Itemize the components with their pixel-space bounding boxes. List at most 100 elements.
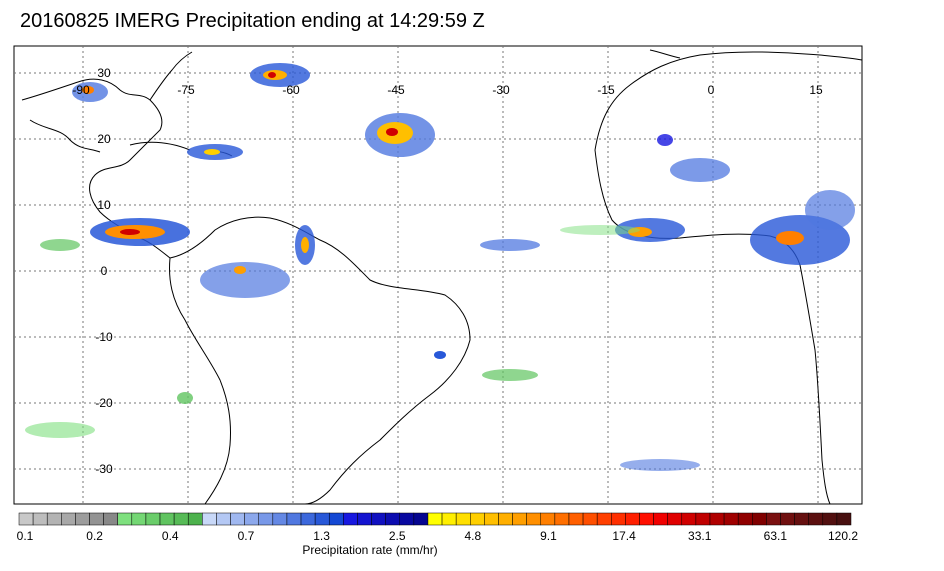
longitude-tick-label: 0 xyxy=(708,83,715,97)
colorbar-cell xyxy=(568,512,584,526)
colorbar-cell xyxy=(75,512,90,526)
colorbar-title: Precipitation rate (mm/hr) xyxy=(302,543,438,557)
colorbar-cell xyxy=(709,512,725,526)
latitude-tick-label: -10 xyxy=(95,330,113,344)
colorbar-cell xyxy=(131,512,147,526)
coastline-south-america-west xyxy=(169,257,231,505)
colorbar-cell xyxy=(794,512,809,526)
colorbar-cell xyxy=(808,512,824,526)
colorbar-cell xyxy=(216,512,231,526)
colorbar-cell xyxy=(470,512,485,526)
colorbar-tick-label: 0.4 xyxy=(161,529,179,543)
colorbar-cell xyxy=(822,512,838,526)
colorbar-cell xyxy=(611,512,626,526)
longitude-tick-label: -75 xyxy=(177,83,195,97)
colorbar-cell xyxy=(314,512,330,526)
coastline-iberia xyxy=(649,49,681,59)
colorbar-cell xyxy=(385,512,400,526)
colorbar-cell xyxy=(371,512,386,526)
colorbar-cell xyxy=(723,512,739,526)
colorbar-cell xyxy=(343,512,358,526)
longitude-tick-label: -60 xyxy=(282,83,300,97)
colorbar-cell xyxy=(836,512,852,526)
colorbar-cell xyxy=(244,512,259,526)
colorbar-tick-label: 9.1 xyxy=(540,529,557,543)
colorbar-cell xyxy=(399,512,415,526)
longitude-tick-label: -45 xyxy=(387,83,405,97)
colorbar-cell xyxy=(89,512,104,526)
colorbar-cell xyxy=(286,512,302,526)
colorbar-cell xyxy=(61,512,76,526)
latitude-tick-label: 0 xyxy=(101,264,108,278)
colorbar-cell xyxy=(413,512,429,526)
page-title: 20160825 IMERG Precipitation ending at 1… xyxy=(20,10,485,32)
colorbar-cell xyxy=(554,512,570,526)
colorbar-cell xyxy=(145,512,161,526)
colorbar-cell xyxy=(427,512,443,526)
colorbar-cell xyxy=(737,512,753,526)
latitude-tick-label: -30 xyxy=(95,462,113,476)
colorbar-cell xyxy=(780,512,795,526)
colorbar-cell xyxy=(32,512,48,526)
colorbar-cell xyxy=(202,512,217,526)
coastline-cuba xyxy=(129,141,191,151)
colorbar-tick-label: 1.3 xyxy=(313,529,330,543)
coastline-south-america xyxy=(169,216,471,505)
colorbar-cell xyxy=(512,512,527,526)
colorbar-cell xyxy=(498,512,513,526)
colorbar-cell xyxy=(230,512,245,526)
colorbar-tick-label: 17.4 xyxy=(612,529,636,543)
colorbar-cell xyxy=(18,512,34,526)
colorbar-cell xyxy=(540,512,556,526)
colorbar xyxy=(18,512,852,526)
colorbar-cell xyxy=(300,512,316,526)
colorbar-cell xyxy=(667,512,683,526)
precipitation-field xyxy=(25,63,855,471)
colorbar-cell xyxy=(258,512,274,526)
colorbar-cell xyxy=(441,512,457,526)
colorbar-cell xyxy=(159,512,175,526)
longitude-tick-label: -15 xyxy=(597,83,615,97)
colorbar-cell xyxy=(173,512,189,526)
colorbar-cell xyxy=(695,512,711,526)
colorbar-cell xyxy=(272,512,288,526)
colorbar-tick-label: 0.1 xyxy=(16,529,34,543)
colorbar-tick-label: 33.1 xyxy=(688,529,712,543)
longitude-tick-label: -90 xyxy=(72,83,90,97)
colorbar-tick-label: 2.5 xyxy=(388,529,406,543)
colorbar-cell xyxy=(766,512,781,526)
latitude-tick-label: -20 xyxy=(95,396,113,410)
colorbar-tick-label: 0.7 xyxy=(237,529,255,543)
colorbar-cell xyxy=(455,512,471,526)
latitude-tick-label: 30 xyxy=(97,66,111,80)
colorbar-cell xyxy=(625,512,640,526)
colorbar-cell xyxy=(681,512,697,526)
coastline-florida xyxy=(149,51,193,101)
latitude-labels: 30 20 10 0 -10 -20 -30 xyxy=(95,66,113,476)
colorbar-cell xyxy=(46,512,62,526)
colorbar-cell xyxy=(526,512,542,526)
colorbar-cells xyxy=(18,512,852,526)
longitude-tick-label: -30 xyxy=(492,83,510,97)
colorbar-tick-label: 0.2 xyxy=(86,529,103,543)
colorbar-tick-label: 120.2 xyxy=(827,529,859,543)
coastline-africa xyxy=(594,51,863,151)
colorbar-cell xyxy=(653,512,668,526)
map-frame xyxy=(13,45,863,505)
colorbar-cell xyxy=(639,512,654,526)
longitude-labels: -90 -75 -60 -45 -30 -15 0 15 xyxy=(72,83,823,97)
colorbar-cell xyxy=(582,512,598,526)
colorbar-cell xyxy=(328,512,344,526)
colorbar-cell xyxy=(187,512,203,526)
colorbar-cell xyxy=(484,512,499,526)
latitude-tick-label: 10 xyxy=(97,198,111,212)
colorbar-cell xyxy=(596,512,612,526)
colorbar-cell xyxy=(752,512,767,526)
longitude-tick-label: 15 xyxy=(809,83,823,97)
colorbar-tick-label: 4.8 xyxy=(464,529,482,543)
latitude-tick-label: 20 xyxy=(97,132,111,146)
colorbar-cell xyxy=(357,512,372,526)
colorbar-cell xyxy=(103,512,118,526)
colorbar-tick-label: 63.1 xyxy=(763,529,788,543)
